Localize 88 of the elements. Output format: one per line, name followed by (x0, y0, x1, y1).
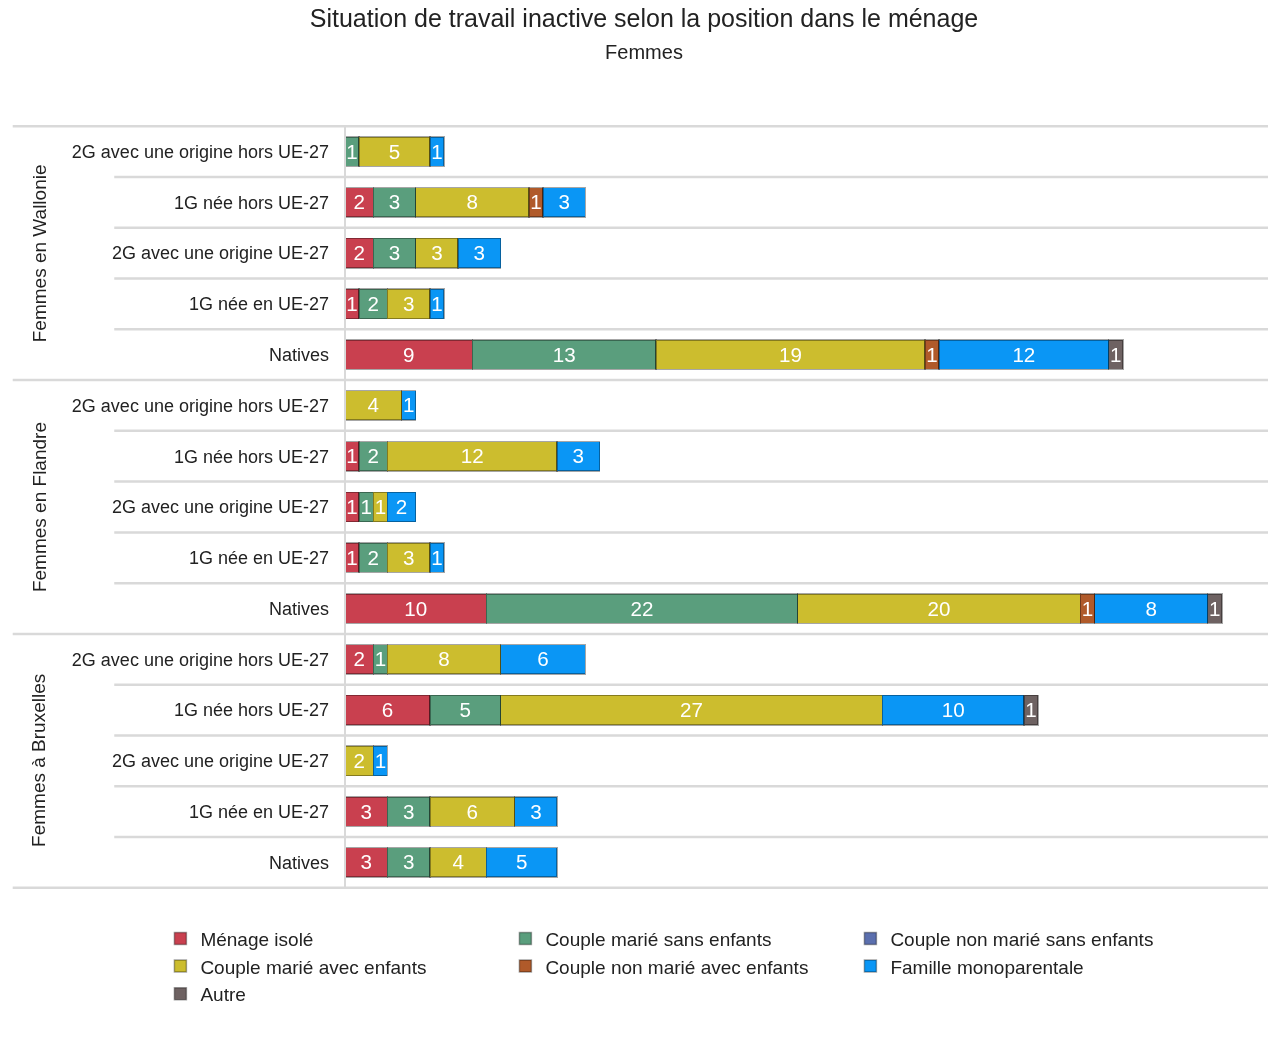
data-label: 1 (374, 748, 387, 772)
data-label: 1 (346, 291, 358, 315)
data-label: 6 (466, 799, 479, 823)
data-label: 3 (360, 799, 372, 823)
y-tick-label: 2G avec une origine hors UE-27 (71, 395, 329, 416)
data-label: 1 (360, 495, 372, 519)
data-label: 1 (374, 495, 387, 519)
chart-title: Situation de travail inactive selon la position dans le ménage (309, 3, 979, 32)
data-label: 2 (353, 647, 365, 671)
y-tick-label: 1G née en UE-27 (188, 294, 329, 315)
legend-label: Famille monoparentale (890, 956, 1084, 978)
data-label: 1 (346, 545, 358, 569)
data-label: 12 (1012, 342, 1036, 366)
data-label: 1 (431, 545, 443, 569)
data-label: 1 (346, 139, 358, 163)
legend-label: Couple marié sans enfants (545, 928, 772, 950)
data-label: 3 (388, 241, 401, 265)
text: Femmes en Wallonie (28, 164, 50, 343)
data-label: 3 (473, 241, 486, 265)
data-label: 8 (466, 190, 479, 214)
y-tick-label: 1G née en UE-27 (188, 548, 329, 569)
chart-subtitle: Femmes (605, 41, 683, 64)
data-label: 4 (367, 393, 380, 417)
data-label: 3 (402, 291, 415, 315)
data-label: 9 (402, 342, 415, 366)
data-label: 1 (374, 647, 387, 671)
data-label: 2 (353, 190, 365, 214)
y-tick-label: 2G avec une origine UE-27 (111, 243, 329, 264)
data-label: 3 (402, 545, 415, 569)
data-label: 1 (1110, 342, 1122, 366)
y-tick-label: Natives (268, 852, 329, 873)
data-label: 4 (452, 850, 464, 874)
data-label: 3 (388, 190, 401, 214)
y-tick-label: Natives (268, 345, 329, 365)
data-label: 3 (402, 850, 415, 874)
y-tick-label: 1G née en UE-27 (188, 801, 329, 822)
data-label: 10 (404, 596, 428, 620)
data-label: 3 (572, 444, 585, 468)
data-label: 1 (1025, 698, 1037, 722)
data-label: 19 (779, 342, 802, 366)
data-label: 10 (941, 698, 965, 722)
data-label: 13 (552, 342, 576, 366)
y-tick-label: 1G née hors UE-27 (173, 446, 329, 467)
data-label: 2 (395, 495, 408, 519)
legend-label: Autre (200, 984, 246, 1006)
y-tick-label: 1G née hors UE-27 (173, 192, 329, 213)
data-label: 2 (367, 545, 380, 569)
data-label: 1 (346, 495, 358, 519)
data-label: 1 (1081, 596, 1094, 620)
data-label: 8 (438, 647, 450, 671)
y-tick-label: 2G avec une origine hors UE-27 (71, 649, 329, 670)
data-label: 1 (346, 444, 358, 468)
y-tick-label: 1G née hors UE-27 (173, 700, 329, 721)
data-label: 6 (537, 647, 549, 671)
data-label: 2 (353, 748, 365, 772)
data-label: 3 (530, 799, 542, 823)
y-tick-label: 2G avec une origine UE-27 (111, 751, 329, 772)
text: Femmes en Flandre (29, 422, 51, 593)
y-tick-label: 2G avec une origine UE-27 (111, 497, 329, 518)
data-label: 27 (680, 698, 703, 722)
data-label: 1 (431, 139, 443, 163)
text: Femmes à Bruxelles (28, 673, 50, 847)
legend-label: Couple non marié sans enfants (890, 928, 1154, 950)
data-label: 12 (460, 444, 484, 468)
legend-label: Couple non marié avec enfants (545, 956, 809, 978)
data-label: 1 (431, 291, 443, 315)
data-label: 6 (381, 698, 394, 722)
data-label: 20 (927, 596, 951, 620)
data-label: 5 (388, 139, 401, 163)
data-label: 2 (367, 291, 380, 315)
data-label: 1 (1209, 596, 1221, 620)
data-label: 1 (402, 393, 415, 417)
y-tick-label: 2G avec une origine hors UE-27 (71, 141, 329, 162)
legend-label: Couple marié avec enfants (200, 956, 427, 978)
legend-label: Ménage isolé (200, 928, 314, 950)
data-label: 3 (402, 799, 415, 823)
data-label: 2 (353, 241, 365, 265)
data-label: 5 (516, 850, 528, 874)
data-label: 8 (1145, 596, 1157, 620)
data-label: 1 (926, 342, 938, 366)
data-label: 2 (367, 444, 380, 468)
data-label: 3 (558, 190, 570, 214)
data-label: 5 (459, 698, 471, 722)
y-tick-label: Natives (268, 598, 329, 619)
data-label: 22 (630, 596, 654, 620)
data-label: 3 (360, 850, 372, 874)
data-label: 3 (431, 241, 443, 265)
data-label: 1 (530, 190, 542, 214)
